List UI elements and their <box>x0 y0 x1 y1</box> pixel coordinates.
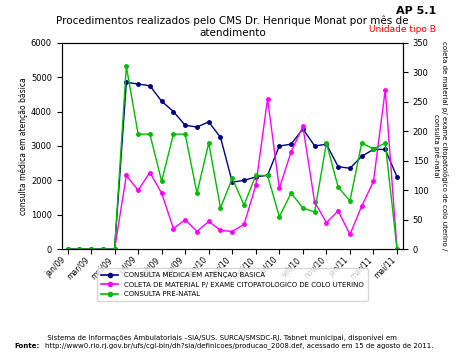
Title: Procedimentos realizados pelo CMS Dr. Henrique Monat por mês de
atendimento: Procedimentos realizados pelo CMS Dr. He… <box>56 16 409 38</box>
CONSULTA PRE-NATAL <box>276 215 282 219</box>
CONSULTA PRE-NATAL <box>100 247 106 251</box>
CONSULTA PRE-NATAL <box>76 247 82 251</box>
CONSULTA MEDICA EM ATENÇAO BASICA <box>100 247 106 251</box>
Text: AP 5.1: AP 5.1 <box>396 6 436 16</box>
COLETA DE MATERIAL P/ EXAME CITOPATOLOGICO DE COLO UTERINO <box>288 150 294 154</box>
CONSULTA PRE-NATAL <box>88 247 94 251</box>
CONSULTA MEDICA EM ATENÇAO BASICA <box>371 147 376 152</box>
CONSULTA MEDICA EM ATENÇAO BASICA <box>147 84 153 88</box>
CONSULTA PRE-NATAL <box>371 147 376 151</box>
Text: Unidade tipo B: Unidade tipo B <box>369 25 436 34</box>
CONSULTA MEDICA EM ATENÇAO BASICA <box>159 99 164 103</box>
CONSULTA MEDICA EM ATENÇAO BASICA <box>335 164 341 169</box>
CONSULTA PRE-NATAL <box>171 132 176 136</box>
CONSULTA PRE-NATAL <box>394 247 400 251</box>
Text: Fonte:: Fonte: <box>14 343 39 349</box>
CONSULTA MEDICA EM ATENÇAO BASICA <box>76 247 82 251</box>
CONSULTA PRE-NATAL <box>147 132 153 136</box>
COLETA DE MATERIAL P/ EXAME CITOPATOLOGICO DE COLO UTERINO <box>300 124 306 129</box>
CONSULTA PRE-NATAL <box>312 210 318 214</box>
COLETA DE MATERIAL P/ EXAME CITOPATOLOGICO DE COLO UTERINO <box>135 188 141 192</box>
CONSULTA MEDICA EM ATENÇAO BASICA <box>312 144 318 148</box>
CONSULTA PRE-NATAL <box>241 203 247 207</box>
CONSULTA MEDICA EM ATENÇAO BASICA <box>276 144 282 148</box>
COLETA DE MATERIAL P/ EXAME CITOPATOLOGICO DE COLO UTERINO <box>335 209 341 213</box>
COLETA DE MATERIAL P/ EXAME CITOPATOLOGICO DE COLO UTERINO <box>324 220 329 225</box>
Line: CONSULTA MEDICA EM ATENÇAO BASICA: CONSULTA MEDICA EM ATENÇAO BASICA <box>66 80 399 251</box>
CONSULTA PRE-NATAL <box>124 64 129 68</box>
CONSULTA MEDICA EM ATENÇAO BASICA <box>324 142 329 146</box>
CONSULTA MEDICA EM ATENÇAO BASICA <box>264 173 270 177</box>
COLETA DE MATERIAL P/ EXAME CITOPATOLOGICO DE COLO UTERINO <box>171 226 176 231</box>
CONSULTA MEDICA EM ATENÇAO BASICA <box>253 175 259 179</box>
COLETA DE MATERIAL P/ EXAME CITOPATOLOGICO DE COLO UTERINO <box>64 247 70 251</box>
COLETA DE MATERIAL P/ EXAME CITOPATOLOGICO DE COLO UTERINO <box>194 229 200 234</box>
COLETA DE MATERIAL P/ EXAME CITOPATOLOGICO DE COLO UTERINO <box>206 219 211 224</box>
CONSULTA PRE-NATAL <box>112 247 118 251</box>
COLETA DE MATERIAL P/ EXAME CITOPATOLOGICO DE COLO UTERINO <box>112 247 118 251</box>
CONSULTA PRE-NATAL <box>264 173 270 178</box>
COLETA DE MATERIAL P/ EXAME CITOPATOLOGICO DE COLO UTERINO <box>394 247 400 251</box>
COLETA DE MATERIAL P/ EXAME CITOPATOLOGICO DE COLO UTERINO <box>124 173 129 178</box>
CONSULTA PRE-NATAL <box>159 179 164 183</box>
COLETA DE MATERIAL P/ EXAME CITOPATOLOGICO DE COLO UTERINO <box>347 232 353 237</box>
CONSULTA PRE-NATAL <box>135 132 141 136</box>
COLETA DE MATERIAL P/ EXAME CITOPATOLOGICO DE COLO UTERINO <box>182 218 188 222</box>
CONSULTA MEDICA EM ATENÇAO BASICA <box>194 125 200 129</box>
CONSULTA PRE-NATAL <box>182 132 188 136</box>
CONSULTA MEDICA EM ATENÇAO BASICA <box>135 82 141 86</box>
Y-axis label: coleta de material p/ exame citopatológico de colo uterino /
consulta pré-natal: coleta de material p/ exame citopatológi… <box>433 41 448 251</box>
CONSULTA PRE-NATAL <box>383 141 388 145</box>
COLETA DE MATERIAL P/ EXAME CITOPATOLOGICO DE COLO UTERINO <box>312 200 318 204</box>
CONSULTA PRE-NATAL <box>229 176 235 180</box>
CONSULTA MEDICA EM ATENÇAO BASICA <box>88 247 94 251</box>
CONSULTA MEDICA EM ATENÇAO BASICA <box>182 123 188 127</box>
Text: Sistema de Informações Ambulatoriais –SIA/SUS. SURCA/SMSDC-RJ. Tabnet municipal,: Sistema de Informações Ambulatoriais –SI… <box>45 335 434 349</box>
CONSULTA MEDICA EM ATENÇAO BASICA <box>64 247 70 251</box>
CONSULTA PRE-NATAL <box>335 185 341 189</box>
COLETA DE MATERIAL P/ EXAME CITOPATOLOGICO DE COLO UTERINO <box>88 247 94 251</box>
CONSULTA MEDICA EM ATENÇAO BASICA <box>171 109 176 114</box>
CONSULTA MEDICA EM ATENÇAO BASICA <box>218 135 223 140</box>
COLETA DE MATERIAL P/ EXAME CITOPATOLOGICO DE COLO UTERINO <box>159 191 164 195</box>
CONSULTA MEDICA EM ATENÇAO BASICA <box>241 178 247 183</box>
COLETA DE MATERIAL P/ EXAME CITOPATOLOGICO DE COLO UTERINO <box>253 183 259 188</box>
COLETA DE MATERIAL P/ EXAME CITOPATOLOGICO DE COLO UTERINO <box>264 96 270 101</box>
COLETA DE MATERIAL P/ EXAME CITOPATOLOGICO DE COLO UTERINO <box>383 88 388 92</box>
COLETA DE MATERIAL P/ EXAME CITOPATOLOGICO DE COLO UTERINO <box>147 171 153 175</box>
CONSULTA MEDICA EM ATENÇAO BASICA <box>288 142 294 146</box>
COLETA DE MATERIAL P/ EXAME CITOPATOLOGICO DE COLO UTERINO <box>276 186 282 190</box>
CONSULTA MEDICA EM ATENÇAO BASICA <box>394 175 400 179</box>
CONSULTA PRE-NATAL <box>300 206 306 210</box>
CONSULTA PRE-NATAL <box>218 206 223 210</box>
COLETA DE MATERIAL P/ EXAME CITOPATOLOGICO DE COLO UTERINO <box>241 222 247 226</box>
COLETA DE MATERIAL P/ EXAME CITOPATOLOGICO DE COLO UTERINO <box>218 228 223 232</box>
CONSULTA MEDICA EM ATENÇAO BASICA <box>383 147 388 152</box>
CONSULTA PRE-NATAL <box>253 173 259 178</box>
CONSULTA PRE-NATAL <box>288 191 294 195</box>
COLETA DE MATERIAL P/ EXAME CITOPATOLOGICO DE COLO UTERINO <box>76 247 82 251</box>
COLETA DE MATERIAL P/ EXAME CITOPATOLOGICO DE COLO UTERINO <box>359 204 365 208</box>
Line: COLETA DE MATERIAL P/ EXAME CITOPATOLOGICO DE COLO UTERINO: COLETA DE MATERIAL P/ EXAME CITOPATOLOGI… <box>66 88 399 251</box>
CONSULTA MEDICA EM ATENÇAO BASICA <box>112 247 118 251</box>
COLETA DE MATERIAL P/ EXAME CITOPATOLOGICO DE COLO UTERINO <box>229 229 235 234</box>
CONSULTA PRE-NATAL <box>194 191 200 195</box>
CONSULTA PRE-NATAL <box>324 141 329 145</box>
CONSULTA MEDICA EM ATENÇAO BASICA <box>347 166 353 171</box>
CONSULTA MEDICA EM ATENÇAO BASICA <box>229 180 235 184</box>
CONSULTA PRE-NATAL <box>359 141 365 145</box>
CONSULTA PRE-NATAL <box>347 199 353 203</box>
COLETA DE MATERIAL P/ EXAME CITOPATOLOGICO DE COLO UTERINO <box>371 179 376 183</box>
CONSULTA MEDICA EM ATENÇAO BASICA <box>359 154 365 158</box>
CONSULTA MEDICA EM ATENÇAO BASICA <box>206 120 211 124</box>
CONSULTA MEDICA EM ATENÇAO BASICA <box>300 127 306 131</box>
Line: CONSULTA PRE-NATAL: CONSULTA PRE-NATAL <box>66 64 399 251</box>
CONSULTA PRE-NATAL <box>206 141 211 145</box>
CONSULTA PRE-NATAL <box>64 247 70 251</box>
COLETA DE MATERIAL P/ EXAME CITOPATOLOGICO DE COLO UTERINO <box>100 247 106 251</box>
Y-axis label: consulta médica em atenção básica: consulta médica em atenção básica <box>18 77 28 215</box>
Legend: CONSULTA MEDICA EM ATENÇAO BASICA, COLETA DE MATERIAL P/ EXAME CITOPATOLOGICO DE: CONSULTA MEDICA EM ATENÇAO BASICA, COLET… <box>97 268 368 302</box>
CONSULTA MEDICA EM ATENÇAO BASICA <box>124 80 129 84</box>
